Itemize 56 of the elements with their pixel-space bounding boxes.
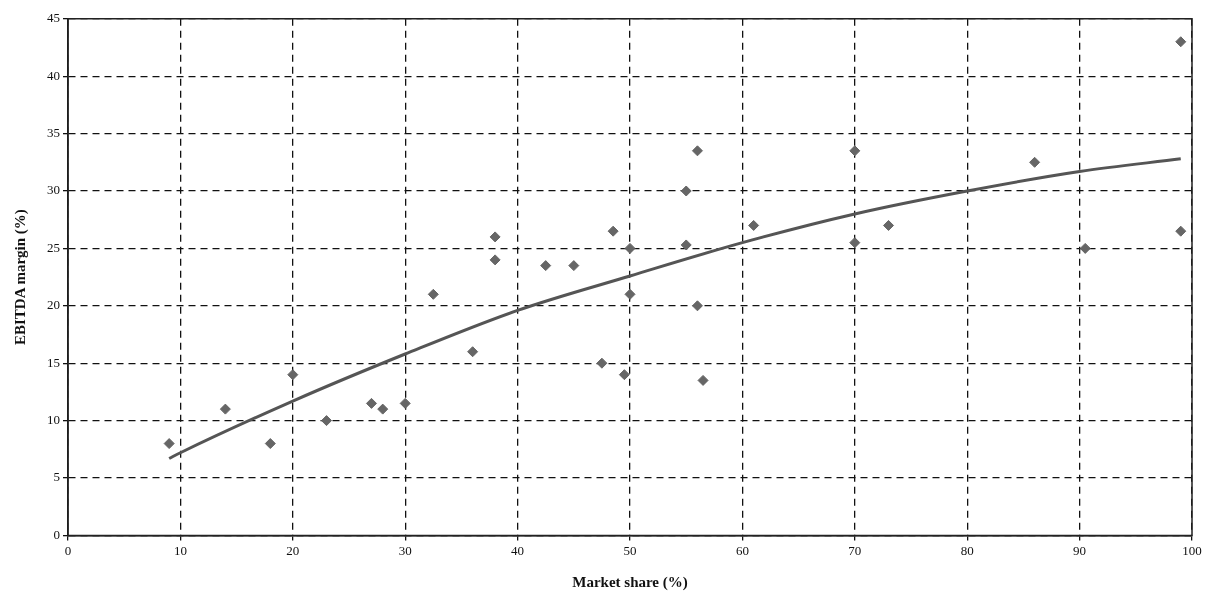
point (540, 260, 552, 272)
y-tick-label: 30 (47, 182, 60, 198)
y-axis-title: EBITDA margin (%) (11, 209, 29, 346)
point (489, 254, 501, 266)
x-tick-label: 70 (848, 542, 862, 558)
point (680, 239, 692, 251)
point (264, 438, 276, 450)
line-series (167, 157, 1183, 460)
x-tick-label: 60 (735, 542, 749, 558)
point (489, 231, 501, 243)
y-tick-label: 15 (47, 354, 60, 370)
point (624, 242, 636, 254)
y-tick-label: 10 (47, 412, 60, 428)
point (163, 438, 175, 450)
point (607, 225, 619, 237)
point (883, 219, 895, 231)
y-tick-label: 0 (53, 526, 60, 542)
y-tick-label: 25 (47, 239, 60, 255)
y-tick-label: 45 (47, 10, 60, 26)
point (748, 219, 760, 231)
x-tick-label: 90 (1073, 542, 1087, 558)
y-tick-label: 35 (47, 125, 60, 141)
point (427, 288, 439, 300)
point (596, 357, 608, 369)
point (680, 185, 692, 197)
y-tick-label: 40 (47, 67, 60, 83)
point (321, 415, 333, 427)
point (1079, 242, 1091, 254)
x-tick-label: 30 (398, 542, 412, 558)
x-tick-label: 100 (1182, 542, 1202, 558)
point (365, 397, 377, 409)
point (849, 145, 861, 157)
x-axis-title: Market share (%) (572, 573, 688, 591)
x-tick-label: 10 (173, 542, 187, 558)
point (618, 369, 630, 381)
point (1175, 36, 1187, 48)
point (691, 300, 703, 312)
point (849, 237, 861, 249)
point (624, 288, 636, 300)
point (467, 346, 479, 358)
point (399, 397, 411, 409)
y-tick-label: 20 (47, 297, 60, 313)
y-tick-label: 5 (53, 469, 60, 485)
x-tick-label: 20 (286, 542, 300, 558)
point (287, 369, 299, 381)
x-tick-label: 50 (623, 542, 637, 558)
point (377, 403, 389, 415)
x-tick-label: 0 (64, 542, 72, 558)
x-tick-label: 80 (960, 542, 974, 558)
point (219, 403, 231, 415)
point (1029, 156, 1041, 168)
point (691, 145, 703, 157)
point (1175, 225, 1187, 237)
point (568, 260, 580, 272)
x-tick-label: 40 (511, 542, 525, 558)
point (697, 374, 709, 386)
